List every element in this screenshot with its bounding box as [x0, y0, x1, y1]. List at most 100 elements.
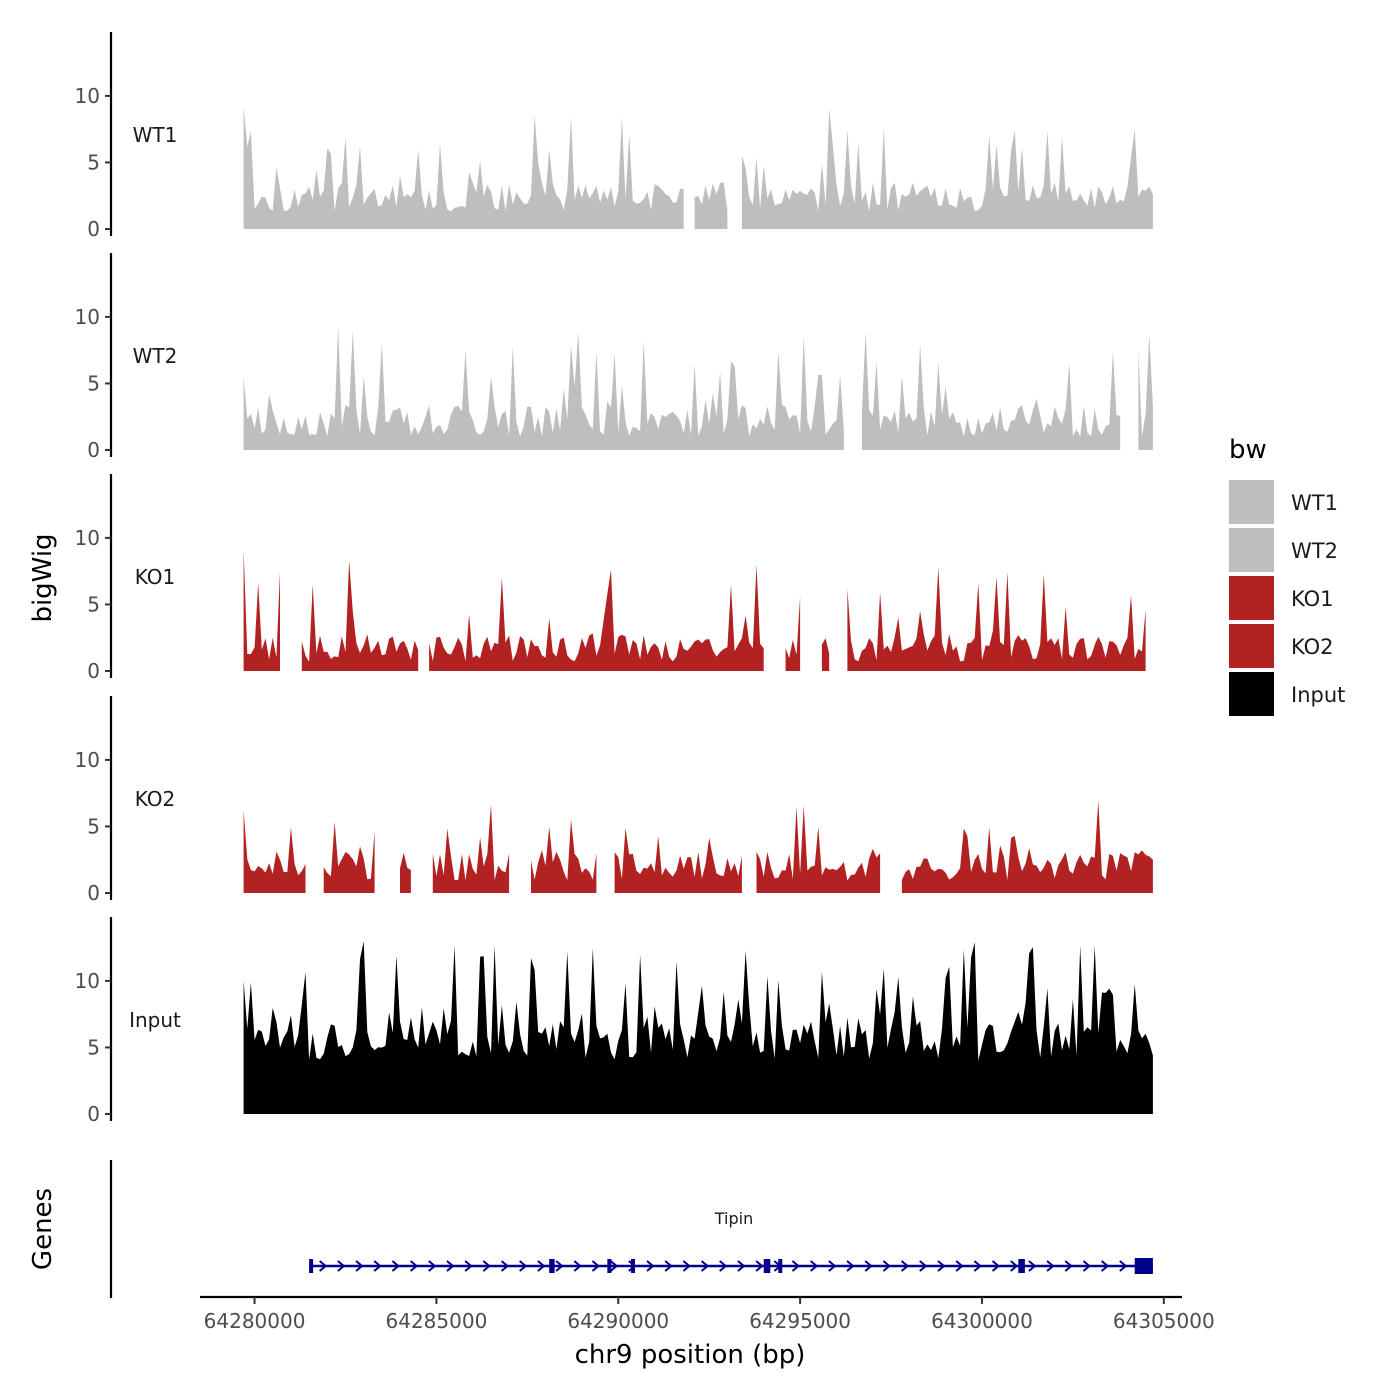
- legend: bw WT1 WT2 KO1 KO2 Input: [1229, 435, 1345, 716]
- signal-area: [741, 108, 1153, 229]
- strand-arrow: [319, 1260, 328, 1272]
- y-tick-label: 5: [87, 814, 100, 838]
- strand-arrow: [573, 1260, 582, 1272]
- signal-area: [756, 805, 881, 893]
- strand-arrow: [664, 1260, 673, 1272]
- strand-arrow: [464, 1260, 473, 1272]
- strand-arrow: [828, 1260, 837, 1272]
- strand-arrow: [719, 1260, 728, 1272]
- strand-arrow: [1010, 1260, 1019, 1272]
- track-wt1: 0 5 10 WT1: [75, 32, 1153, 241]
- gene-exon: [763, 1259, 771, 1273]
- y-tick-label: 0: [87, 881, 100, 905]
- x-tick-label: 64305000: [1113, 1309, 1215, 1333]
- legend-label-ko2: KO2: [1291, 635, 1334, 659]
- signal-area: [432, 804, 510, 893]
- strand-arrow: [900, 1260, 910, 1272]
- strand-arrow: [428, 1260, 437, 1272]
- legend-title: bw: [1229, 435, 1267, 465]
- y-tick-label: 5: [87, 371, 100, 395]
- track-label-input: Input: [129, 1008, 181, 1032]
- signal-area: [301, 560, 419, 671]
- strand-arrow: [609, 1260, 619, 1272]
- legend-key-ko1: [1229, 576, 1274, 620]
- gene-exon: [309, 1259, 314, 1273]
- x-axis: 64280000 64285000 64290000 64295000 64300000…: [200, 1295, 1215, 1333]
- y-tick-label: 0: [87, 659, 100, 683]
- strand-arrow: [537, 1260, 546, 1272]
- genes-axis-title: Genes: [28, 1188, 58, 1270]
- gene-exon: [607, 1259, 612, 1273]
- x-tick-label: 64280000: [204, 1309, 306, 1333]
- signal-area: [323, 822, 375, 893]
- strand-arrow: [373, 1260, 382, 1272]
- strand-arrow: [700, 1260, 710, 1272]
- strand-arrow: [446, 1260, 455, 1272]
- y-axis-title: bigWig: [28, 533, 58, 622]
- legend-key-wt2: [1229, 528, 1274, 572]
- track-label-ko1: KO1: [135, 565, 176, 589]
- y-tick-label: 5: [87, 150, 100, 174]
- y-tick-label: 5: [87, 1035, 100, 1059]
- strand-arrow: [1119, 1260, 1128, 1272]
- gene-exon: [1018, 1259, 1025, 1273]
- strand-arrow: [1100, 1260, 1110, 1272]
- strand-arrow: [500, 1260, 510, 1272]
- y-tick-label: 5: [87, 592, 100, 616]
- legend-label-input: Input: [1291, 683, 1345, 707]
- gene-exon: [630, 1259, 635, 1273]
- signal-area: [243, 326, 844, 450]
- signal-area: [901, 800, 1153, 893]
- strand-arrow: [646, 1260, 655, 1272]
- strand-arrow: [1064, 1260, 1073, 1272]
- strand-arrow: [973, 1260, 982, 1272]
- strand-arrow: [810, 1260, 819, 1272]
- strand-arrow: [1082, 1260, 1092, 1272]
- strand-arrow: [1028, 1260, 1037, 1272]
- signal-area: [861, 331, 1121, 450]
- strand-arrow: [882, 1260, 891, 1272]
- gene-exon: [1134, 1258, 1153, 1274]
- signal-area: [1138, 334, 1153, 450]
- gene-exon: [778, 1259, 783, 1273]
- strand-arrow: [591, 1260, 600, 1272]
- track-label-wt1: WT1: [133, 123, 178, 147]
- legend-label-wt2: WT2: [1291, 539, 1338, 563]
- strand-arrow: [919, 1260, 928, 1272]
- signal-area: [243, 106, 684, 229]
- gene-track: Tipin: [109, 1160, 1153, 1298]
- legend-key-ko2: [1229, 624, 1274, 668]
- bigwig-tracks: 0 5 10 WT1 0 5 10 WT2 0 5 10 KO1 0 5 10 KO2 0 5 10 Input: [75, 32, 1153, 1126]
- strand-arrow: [864, 1260, 873, 1272]
- legend-key-input: [1229, 672, 1274, 716]
- x-axis-title: chr9 position (bp): [575, 1340, 806, 1370]
- strand-arrow: [391, 1260, 400, 1272]
- y-tick-label: 0: [87, 438, 100, 462]
- legend-key-wt1: [1229, 480, 1274, 524]
- y-tick-label: 0: [87, 217, 100, 241]
- signal-area: [243, 941, 1153, 1114]
- signal-area: [847, 567, 1146, 671]
- strand-arrow: [337, 1260, 346, 1272]
- y-tick-label: 10: [75, 526, 100, 550]
- strand-arrow: [955, 1260, 964, 1272]
- gene-name-label: Tipin: [714, 1209, 753, 1228]
- signal-area: [531, 819, 597, 893]
- track-ko2: 0 5 10 KO2: [75, 696, 1153, 905]
- signal-area: [614, 827, 742, 893]
- y-tick-label: 10: [75, 84, 100, 108]
- track-input: 0 5 10 Input: [75, 917, 1153, 1126]
- track-ko1: 0 5 10 KO1: [75, 474, 1146, 683]
- strand-arrow: [937, 1260, 946, 1272]
- strand-arrow: [737, 1260, 746, 1272]
- x-tick-label: 64285000: [386, 1309, 488, 1333]
- track-wt2: 0 5 10 WT2: [75, 253, 1153, 462]
- strand-arrow: [409, 1260, 419, 1272]
- strand-arrow: [1046, 1260, 1055, 1272]
- y-tick-label: 10: [75, 305, 100, 329]
- strand-arrow: [991, 1260, 1001, 1272]
- signal-area: [785, 596, 801, 671]
- signal-area: [429, 564, 764, 671]
- signal-area: [243, 810, 306, 893]
